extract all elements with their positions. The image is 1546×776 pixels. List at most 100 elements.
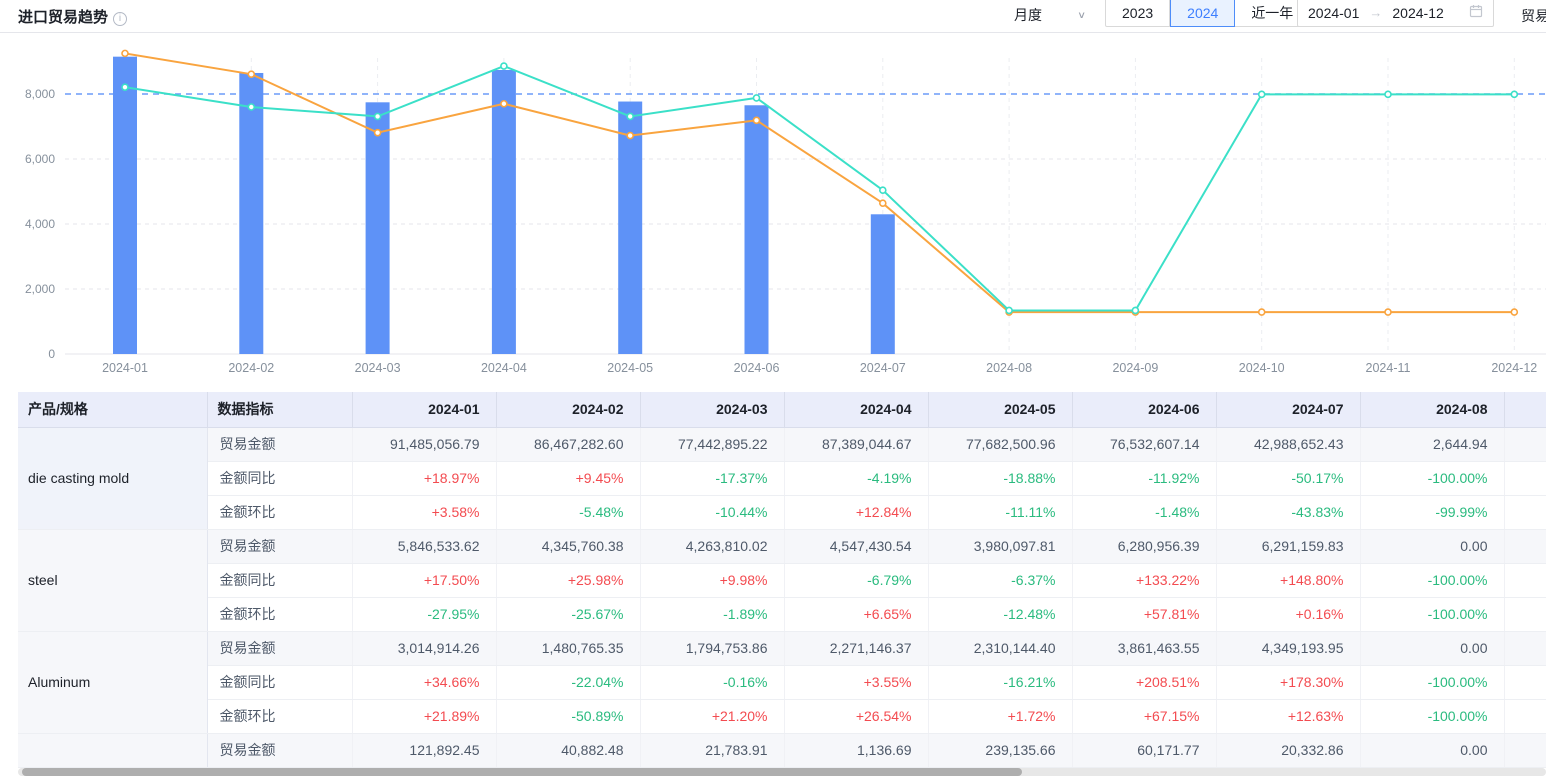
value-cell: -100.00%	[1360, 461, 1505, 496]
x-tick-label: 2024-08	[986, 361, 1032, 375]
value-cell: -50.17%	[1216, 461, 1361, 496]
trend-chart: 0 2,000 4,000 6,000 8,000 2024-01 2024-02 2024-…	[0, 34, 1546, 380]
value-cell: 4,345,760.38	[496, 529, 641, 564]
table-row: 贸易金额 121,892.45 40,882.48 21,783.91 1,136.69…	[18, 733, 1546, 768]
value-cell: -4.19%	[784, 461, 929, 496]
table-row: 金额环比 -27.95% -25.67% -1.89% +6.65% -12.48% +57…	[18, 597, 1546, 632]
column-header-product: 产品/规格	[18, 392, 208, 428]
x-tick-label: 2024-03	[355, 361, 401, 375]
value-cell: 239,135.66	[928, 733, 1073, 768]
teal-line	[124, 65, 1515, 312]
trend-chart-svg: 0 2,000 4,000 6,000 8,000 2024-01 2024-02 2024-…	[25, 49, 1546, 375]
x-tick-label: 2024-09	[1112, 361, 1158, 375]
cut-cell	[1504, 495, 1546, 530]
page-title-text: 进口贸易趋势	[18, 9, 109, 26]
value-cell: +178.30%	[1216, 665, 1361, 700]
panel-header: 进口贸易趋势 i 月度 ∨ 2023 2024 近一年 2024-01 → 2024-…	[0, 0, 1546, 33]
bar-2024-03	[365, 102, 390, 354]
value-cell: 3,861,463.55	[1072, 631, 1217, 666]
column-header-2024-06: 2024-06	[1072, 392, 1217, 428]
value-cell: 5,846,533.62	[352, 529, 497, 564]
year-button-group: 2023 2024 近一年	[1105, 0, 1311, 27]
cut-cell	[1504, 427, 1546, 462]
value-cell: 42,988,652.43	[1216, 427, 1361, 462]
column-header-cut	[1504, 392, 1546, 428]
column-header-2024-04: 2024-04	[784, 392, 929, 428]
x-tick-label: 2024-06	[734, 361, 780, 375]
x-tick-label: 2024-05	[607, 361, 653, 375]
metric-cell: 金额环比	[207, 699, 353, 734]
value-cell: +9.45%	[496, 461, 641, 496]
value-cell: 3,014,914.26	[352, 631, 497, 666]
horizontal-scrollbar[interactable]	[18, 768, 1546, 776]
value-cell: +21.89%	[352, 699, 497, 734]
value-cell: -5.48%	[496, 495, 641, 530]
orange-line-marker	[373, 128, 382, 137]
orange-line-marker	[500, 99, 508, 108]
bar-2024-04	[491, 69, 516, 354]
value-cell: -11.92%	[1072, 461, 1217, 496]
year-button-2023[interactable]: 2023	[1105, 0, 1171, 27]
x-tick-label: 2024-11	[1366, 361, 1411, 375]
column-header-metric: 数据指标	[207, 392, 353, 428]
x-tick-label: 2024-04	[481, 361, 527, 375]
value-cell: -43.83%	[1216, 495, 1361, 530]
date-range-start: 2024-01	[1308, 4, 1360, 21]
table-row: 金额同比 +34.66% -22.04% -0.16% +3.55% -16.21% +20…	[18, 665, 1546, 700]
value-cell: 40,882.48	[496, 733, 641, 768]
orange-line-marker	[752, 116, 761, 125]
value-cell: 87,389,044.67	[784, 427, 929, 462]
metric-cell: 贸易金额	[207, 529, 353, 564]
value-cell: -100.00%	[1360, 699, 1505, 734]
product-cell: steel	[18, 529, 208, 632]
x-tick-label: 2024-01	[102, 361, 148, 375]
cut-cell	[1504, 563, 1546, 598]
x-tick-label: 2024-12	[1491, 361, 1537, 375]
info-icon[interactable]: i	[113, 12, 128, 26]
value-cell: +12.84%	[784, 495, 929, 530]
orange-line-marker	[626, 131, 635, 140]
teal-line-marker	[626, 112, 635, 121]
metric-cell: 金额同比	[207, 665, 353, 700]
value-cell: 4,349,193.95	[1216, 631, 1361, 666]
value-cell: 2,644.94	[1360, 427, 1505, 462]
value-cell: 6,291,159.83	[1216, 529, 1361, 564]
cut-cell	[1504, 699, 1546, 734]
value-cell: -17.37%	[640, 461, 785, 496]
period-select-value: 月度	[1014, 7, 1042, 23]
value-cell: 0.00	[1360, 631, 1505, 666]
teal-line-marker	[1257, 90, 1266, 99]
value-cell: +26.54%	[784, 699, 929, 734]
scrollbar-thumb[interactable]	[22, 768, 1022, 776]
teal-line-marker	[121, 83, 129, 91]
value-cell: +133.22%	[1072, 563, 1217, 598]
value-cell: 3,980,097.81	[928, 529, 1073, 564]
value-cell: 21,783.91	[640, 733, 785, 768]
value-cell: +1.72%	[928, 699, 1073, 734]
teal-line-marker	[1131, 306, 1140, 315]
bar-2024-01	[113, 56, 137, 354]
table-row: 金额同比 +17.50% +25.98% +9.98% -6.79% -6.37% +133…	[18, 563, 1546, 598]
value-cell: 60,171.77	[1072, 733, 1217, 768]
value-cell: 1,136.69	[784, 733, 929, 768]
cut-cell	[1504, 461, 1546, 496]
orange-line-marker	[878, 199, 887, 207]
cut-cell	[1504, 631, 1546, 666]
teal-line-marker	[878, 186, 887, 194]
column-header-2024-08: 2024-08	[1360, 392, 1505, 428]
y-tick-label: 6,000	[25, 152, 55, 166]
period-select[interactable]: 月度 ∨	[1008, 2, 1092, 28]
value-cell: +3.58%	[352, 495, 497, 530]
value-cell: +18.97%	[352, 461, 497, 496]
value-cell: +148.80%	[1216, 563, 1361, 598]
value-cell: +208.51%	[1072, 665, 1217, 700]
bar-2024-06	[744, 105, 769, 355]
value-cell: -25.67%	[496, 597, 641, 632]
value-cell: +34.66%	[352, 665, 497, 700]
product-cell	[18, 733, 208, 768]
date-range-picker[interactable]: 2024-01 → 2024-12	[1297, 0, 1494, 27]
value-cell: 2,310,144.40	[928, 631, 1073, 666]
y-tick-label: 2,000	[25, 282, 55, 296]
year-button-2024[interactable]: 2024	[1170, 0, 1236, 27]
table-row: 金额环比 +3.58% -5.48% -10.44% +12.84% -11.11% -1.…	[18, 495, 1546, 530]
